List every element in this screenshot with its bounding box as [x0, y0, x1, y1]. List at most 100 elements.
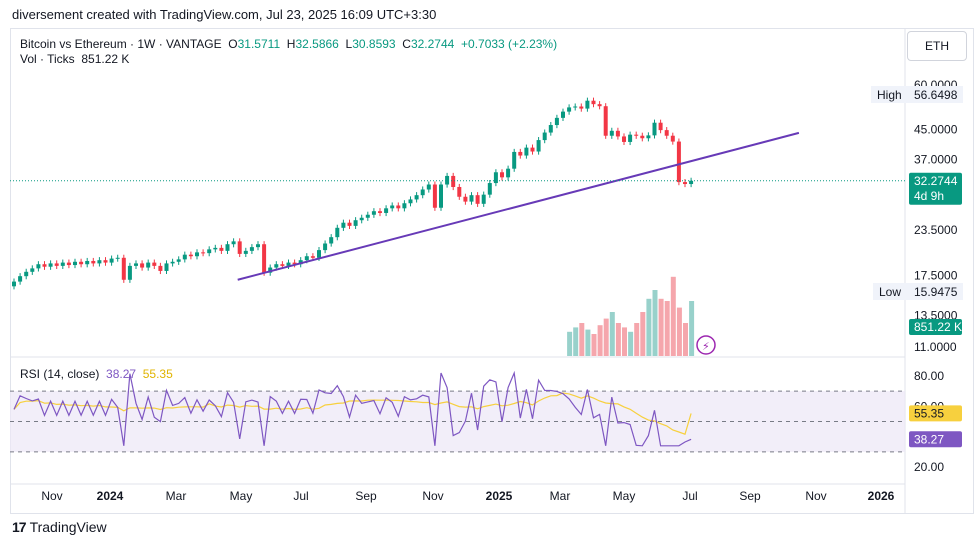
- volume-label[interactable]: Vol · Ticks: [20, 52, 75, 66]
- compare-symbol-button[interactable]: ETH: [907, 31, 967, 61]
- candle-body: [341, 222, 346, 228]
- candle-body: [512, 151, 517, 169]
- candle-body: [500, 172, 504, 178]
- price-tick-label: 17.5000: [914, 268, 958, 282]
- candle-body: [182, 254, 187, 260]
- candle-body: [249, 247, 254, 251]
- candle-body: [170, 261, 175, 264]
- volume-bar: [573, 327, 579, 356]
- candle-body: [408, 199, 413, 204]
- candle-body: [201, 252, 206, 254]
- candle-body: [481, 194, 486, 204]
- rsi-legend: RSI (14, close) 38.27 55.35: [20, 367, 173, 381]
- volume-bar: [609, 312, 615, 356]
- rsi-ma-badge-value: 55.35: [914, 406, 944, 420]
- candle-body: [140, 263, 145, 268]
- rsi-tick-label: 20.00: [914, 460, 944, 474]
- symbol-label[interactable]: Bitcoin vs Ethereum · 1W · VANTAGE: [20, 37, 222, 51]
- time-tick-label: Mar: [166, 489, 187, 503]
- candle-body: [646, 135, 651, 139]
- price-tick-label: 23.5000: [914, 223, 958, 237]
- candle-body: [536, 140, 541, 152]
- candle-body: [683, 182, 687, 185]
- rsi-ma-value: 55.35: [142, 367, 173, 381]
- low-value: 30.8593: [352, 37, 396, 51]
- candle-body: [158, 265, 163, 271]
- volume-legend: Vol · Ticks 851.22 K: [20, 52, 129, 66]
- candle-body: [603, 106, 608, 136]
- candle-body: [164, 263, 169, 271]
- candle-body: [121, 257, 126, 280]
- time-tick-label: 2026: [868, 489, 895, 503]
- candle-body: [390, 205, 395, 209]
- high-badge: [871, 86, 963, 103]
- candle-body: [384, 208, 389, 213]
- low-label: Low: [879, 285, 901, 299]
- candle-body: [73, 261, 77, 266]
- volume-bar: [579, 323, 585, 356]
- candle-body: [457, 186, 462, 197]
- volume-badge: [909, 319, 962, 335]
- candle-body: [622, 136, 626, 142]
- candle-body: [54, 263, 59, 266]
- candle-body: [79, 261, 84, 265]
- candle-body: [48, 263, 53, 267]
- trendline: [237, 131, 800, 281]
- candle-body: [115, 257, 120, 259]
- countdown-value: 4d 9h: [914, 189, 944, 203]
- candle-body: [615, 130, 620, 137]
- price-tick-label: 11.0000: [914, 340, 957, 354]
- candle-body: [658, 122, 663, 131]
- volume-bar: [603, 318, 609, 356]
- candle-body: [530, 147, 535, 152]
- candle-body: [463, 196, 468, 202]
- candle-body: [597, 104, 602, 107]
- rsi-label[interactable]: RSI (14, close): [20, 367, 100, 381]
- candle-body: [353, 220, 358, 226]
- candle-body: [195, 252, 199, 257]
- candle-body: [487, 183, 492, 195]
- candle-body: [402, 203, 407, 209]
- candle-body: [359, 217, 364, 221]
- time-tick-label: Nov: [422, 489, 443, 503]
- chart-frame: [10, 28, 974, 514]
- candle-body: [213, 247, 218, 250]
- candle-body: [414, 195, 419, 200]
- candle-body: [676, 141, 681, 183]
- rsi-tick-label: 80.00: [914, 369, 944, 383]
- open-value: 31.5711: [237, 37, 281, 51]
- volume-bar: [622, 327, 627, 356]
- brand-name: TradingView: [29, 519, 107, 535]
- volume-badge-value: 851.22 K: [914, 320, 962, 334]
- candle-body: [231, 241, 236, 245]
- volume-bar: [640, 312, 646, 356]
- volume-bar: [585, 329, 591, 356]
- candle-body: [24, 271, 29, 277]
- candle-body: [518, 151, 523, 156]
- low-value: 15.9475: [914, 285, 958, 299]
- candle-body: [292, 262, 297, 265]
- candle-body: [573, 106, 578, 108]
- change-value: +0.7033 (+2.23%): [461, 37, 558, 51]
- close-label: C: [402, 37, 411, 51]
- candle-body: [469, 195, 474, 202]
- volume-bar: [615, 323, 621, 356]
- candle-body: [347, 222, 352, 226]
- candle-body: [243, 250, 248, 254]
- candle-body: [579, 106, 584, 109]
- rsi-value: 38.27: [106, 367, 137, 381]
- volume-bar: [689, 301, 695, 356]
- candle-body: [280, 264, 285, 266]
- low-label: L: [345, 37, 353, 51]
- candle-body: [188, 254, 193, 257]
- time-tick-label: 2025: [486, 489, 513, 503]
- candle-body: [207, 249, 212, 254]
- candle-body: [18, 276, 23, 282]
- volume-bar: [634, 323, 640, 356]
- tradingview-logo-icon: 17: [12, 519, 27, 535]
- candle-body: [85, 260, 90, 265]
- candle-body: [274, 264, 279, 268]
- candle-body: [542, 132, 547, 141]
- volume-bar: [683, 323, 688, 356]
